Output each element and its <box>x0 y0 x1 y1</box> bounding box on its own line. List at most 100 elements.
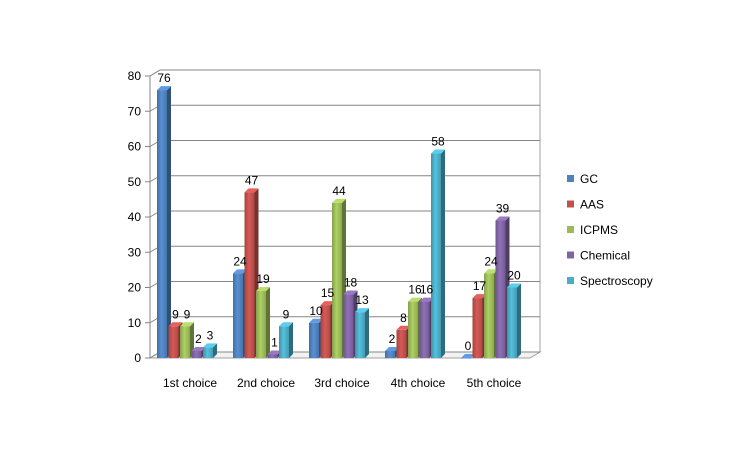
x-axis: 1st choice 2nd choice 3rd choice 4th choice… <box>163 376 522 390</box>
bar-top <box>431 149 445 154</box>
bar-side <box>441 149 445 358</box>
data-label-chemical-5: 39 <box>496 202 510 216</box>
y-tick-label: 0 <box>134 351 141 365</box>
bar-top <box>472 294 487 299</box>
bar-front <box>343 294 354 358</box>
grid-line-depth <box>149 69 161 77</box>
bar-front <box>191 350 202 358</box>
bar-top <box>309 318 323 323</box>
bar-top <box>267 350 282 355</box>
bar-icpms-1 <box>180 322 194 358</box>
bar-spectroscopy-1 <box>203 343 217 358</box>
legend-swatch <box>567 175 574 182</box>
bar-top <box>385 346 399 351</box>
x-tick-label: 1st choice <box>163 376 217 390</box>
bar-front <box>309 322 319 358</box>
legend-label: GC <box>580 172 598 186</box>
data-label-aas-3: 15 <box>321 286 335 300</box>
bar-front <box>320 305 331 358</box>
legend-item-gc: GC <box>567 172 598 186</box>
bar-spectroscopy-2 <box>279 322 293 358</box>
bar-front <box>472 298 483 358</box>
data-label-aas-1: 9 <box>172 307 179 321</box>
bar-front <box>495 220 506 358</box>
bar-top <box>507 283 521 288</box>
data-label-spectroscopy-5: 20 <box>507 269 521 283</box>
bar-front <box>332 202 342 358</box>
y-tick-label: 80 <box>128 69 142 83</box>
data-label-gc-1: 76 <box>157 71 171 85</box>
bar-gc-1 <box>157 86 171 358</box>
bar-front <box>385 350 395 358</box>
bar-front <box>233 273 243 358</box>
bar-top <box>203 343 217 348</box>
bar-top <box>461 354 475 358</box>
legend-swatch <box>567 251 574 259</box>
bar-top <box>279 322 293 327</box>
bar-top <box>408 297 422 302</box>
bar-spectroscopy-4 <box>431 149 445 358</box>
legend-label: ICPMS <box>580 223 618 237</box>
bar-spectroscopy-3 <box>355 308 369 358</box>
bar-front <box>267 354 278 358</box>
data-label-gc-5: 0 <box>465 339 472 353</box>
bar-gc-5 <box>461 354 475 359</box>
bar-side <box>365 308 369 358</box>
data-label-gc-2: 24 <box>233 254 247 268</box>
data-label-gc-4: 2 <box>389 332 396 346</box>
data-label-icpms-3: 44 <box>332 184 346 198</box>
data-label-icpms-1: 9 <box>184 307 191 321</box>
legend-item-aas: AAS <box>567 198 604 212</box>
bar-front <box>256 291 266 358</box>
bar-front <box>408 301 418 358</box>
bar-top <box>191 346 206 351</box>
legend-label: AAS <box>580 198 604 212</box>
y-tick-label: 20 <box>128 281 142 295</box>
bar-top <box>396 325 411 330</box>
data-label-aas-5: 17 <box>473 279 487 293</box>
bar-side <box>167 86 171 358</box>
bar-front <box>168 326 179 358</box>
legend-label: Spectroscopy <box>580 274 653 288</box>
bar-side <box>213 343 217 358</box>
bar-top <box>168 322 183 327</box>
data-label-chemical-2: 1 <box>271 335 278 349</box>
bar-side <box>517 283 521 358</box>
bar-front <box>431 153 441 358</box>
x-tick-label: 2nd choice <box>237 376 295 390</box>
legend-item-icpms: ICPMS <box>567 223 618 237</box>
bar-top <box>320 301 335 306</box>
bar-top <box>484 269 498 274</box>
data-label-icpms-4: 16 <box>408 283 422 297</box>
bar-top <box>355 308 369 313</box>
data-label-icpms-5: 24 <box>484 254 498 268</box>
bar-top <box>343 290 358 295</box>
bar-top <box>495 216 510 221</box>
bar-top <box>244 188 259 193</box>
data-label-spectroscopy-3: 13 <box>355 293 369 307</box>
y-tick-label: 70 <box>128 104 142 118</box>
data-label-chemical-3: 18 <box>344 276 358 290</box>
legend-item-spectroscopy: Spectroscopy <box>567 274 653 288</box>
data-label-aas-2: 47 <box>245 173 259 187</box>
bar-front <box>279 326 289 358</box>
legend-swatch <box>567 226 574 233</box>
y-axis: 0 10 20 30 40 50 60 70 80 <box>128 69 150 365</box>
y-tick-label: 10 <box>128 316 142 330</box>
y-tick-label: 40 <box>128 210 142 224</box>
x-tick-label: 3rd choice <box>314 376 370 390</box>
bar-front <box>244 192 255 358</box>
bar-front <box>157 90 167 358</box>
bar-top <box>332 198 346 203</box>
data-label-spectroscopy-4: 58 <box>431 135 445 149</box>
data-label-spectroscopy-1: 3 <box>207 328 214 342</box>
legend-swatch <box>567 277 574 284</box>
y-tick-label: 30 <box>128 245 142 259</box>
data-label-chemical-4: 16 <box>420 283 434 297</box>
legend-swatch <box>567 200 574 208</box>
y-tick-label: 60 <box>128 140 142 154</box>
legend: GC AAS ICPMS Chemical Spectroscopy <box>567 172 653 288</box>
